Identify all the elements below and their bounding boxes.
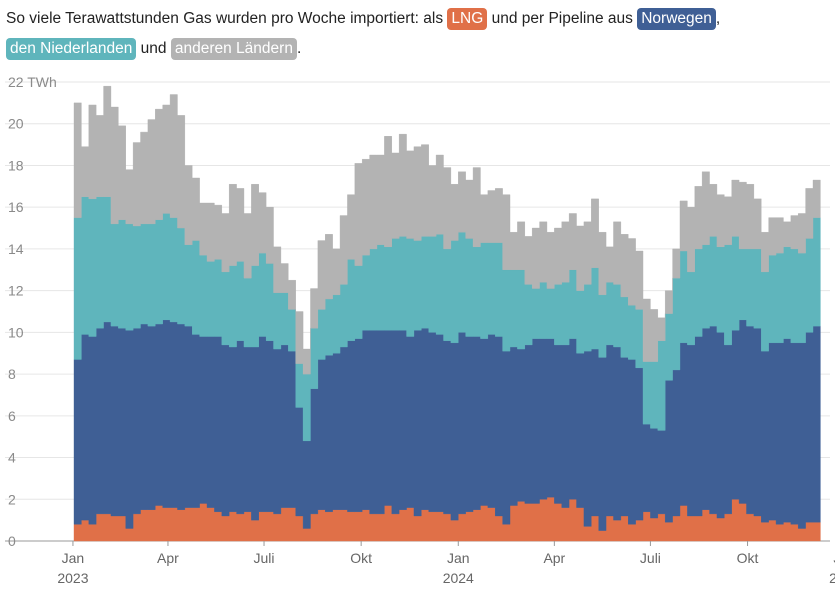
y-tick-label: 0	[8, 533, 16, 549]
chart-title: So viele Terawattstunden Gas wurden pro …	[6, 4, 831, 64]
y-tick-label: 6	[8, 408, 16, 424]
y-tick-label: 14	[8, 241, 24, 257]
x-tick-label: Jan	[447, 550, 470, 566]
y-tick-label: 12	[8, 283, 24, 299]
x-tick-label: Juli	[254, 550, 275, 566]
title-text-3: ,	[715, 10, 721, 27]
x-tick-label: Okt	[350, 550, 372, 566]
y-axis: 0 2 4 6 8 10 12 14 16 18 20 22 TWh	[8, 74, 57, 549]
x-tick-label: Apr	[157, 550, 179, 566]
legend-lng-badge: LNG	[447, 8, 488, 30]
x-tick-label: Apr	[543, 550, 565, 566]
title-text-2: und per Pipeline aus	[487, 10, 638, 27]
y-tick-label: 4	[8, 450, 16, 466]
x-tick-label: Jan	[833, 550, 835, 566]
title-text-5: .	[296, 40, 302, 57]
y-tick-label: 16	[8, 199, 24, 215]
y-tick-label: 20	[8, 116, 24, 132]
x-tick-year-label: 2024	[443, 570, 474, 586]
legend-norway-badge: Norwegen	[637, 8, 716, 30]
y-tick-label: 22 TWh	[8, 74, 57, 90]
x-tick-year-label: 2025	[829, 570, 835, 586]
series-areas	[73, 85, 821, 542]
y-tick-label: 18	[8, 157, 24, 173]
x-tick-label: Jan	[62, 550, 85, 566]
series-area-norwegen	[73, 319, 821, 531]
series-area-anderen-l-ndern	[73, 85, 821, 375]
title-text-1: So viele Terawattstunden Gas wurden pro …	[6, 10, 448, 27]
y-tick-label: 8	[8, 366, 16, 382]
x-tick-year-label: 2023	[57, 570, 88, 586]
x-axis: Jan 2023 Apr Juli Okt Jan 2024 Apr Juli Okt Jan 202…	[57, 541, 835, 586]
x-tick-label: Okt	[737, 550, 759, 566]
y-tick-label: 10	[8, 324, 24, 340]
title-text-4: und	[136, 40, 171, 57]
legend-others-badge: anderen Ländern	[170, 38, 297, 60]
y-tick-label: 2	[8, 491, 16, 507]
legend-netherlands-badge: den Niederlanden	[6, 38, 137, 60]
x-tick-label: Juli	[640, 550, 661, 566]
